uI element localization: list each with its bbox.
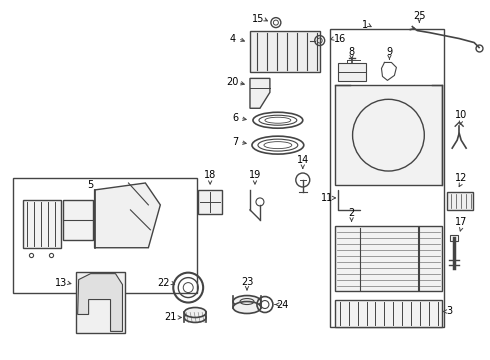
Text: 4: 4: [230, 33, 236, 44]
Ellipse shape: [184, 312, 206, 323]
Polygon shape: [95, 183, 160, 248]
Text: 18: 18: [204, 170, 216, 180]
Text: 12: 12: [455, 173, 467, 183]
Text: 8: 8: [348, 48, 355, 58]
Text: 22: 22: [157, 278, 170, 288]
Bar: [335, 300, 442, 328]
Text: 24: 24: [277, 300, 289, 310]
Text: 20: 20: [226, 77, 238, 87]
Bar: [335, 226, 442, 291]
Text: 11: 11: [320, 193, 333, 203]
Text: 23: 23: [241, 276, 253, 287]
Polygon shape: [250, 78, 270, 108]
Text: 17: 17: [455, 217, 467, 227]
Bar: [338, 63, 366, 81]
Text: 16: 16: [334, 33, 346, 44]
Ellipse shape: [184, 307, 206, 318]
Text: 14: 14: [296, 155, 309, 165]
Bar: [330, 28, 444, 328]
Text: 25: 25: [413, 11, 426, 21]
Bar: [198, 190, 222, 214]
Text: 13: 13: [54, 278, 67, 288]
Text: 21: 21: [164, 312, 176, 323]
Polygon shape: [77, 274, 122, 332]
Text: 15: 15: [252, 14, 264, 24]
Text: 6: 6: [232, 113, 238, 123]
Text: 10: 10: [455, 110, 467, 120]
Bar: [23, 200, 61, 248]
Bar: [63, 200, 93, 240]
Bar: [447, 192, 473, 210]
Bar: [335, 85, 442, 185]
Bar: [250, 31, 319, 72]
Text: 1: 1: [362, 19, 368, 30]
Text: 2: 2: [348, 208, 355, 218]
Ellipse shape: [233, 302, 261, 314]
Bar: [13, 178, 197, 293]
Text: 7: 7: [232, 137, 238, 147]
Bar: [75, 272, 125, 333]
Text: 9: 9: [387, 48, 392, 58]
Text: 3: 3: [446, 306, 452, 316]
Ellipse shape: [233, 296, 261, 307]
Bar: [450, 235, 458, 241]
Text: 5: 5: [88, 180, 94, 190]
Text: 19: 19: [249, 170, 261, 180]
